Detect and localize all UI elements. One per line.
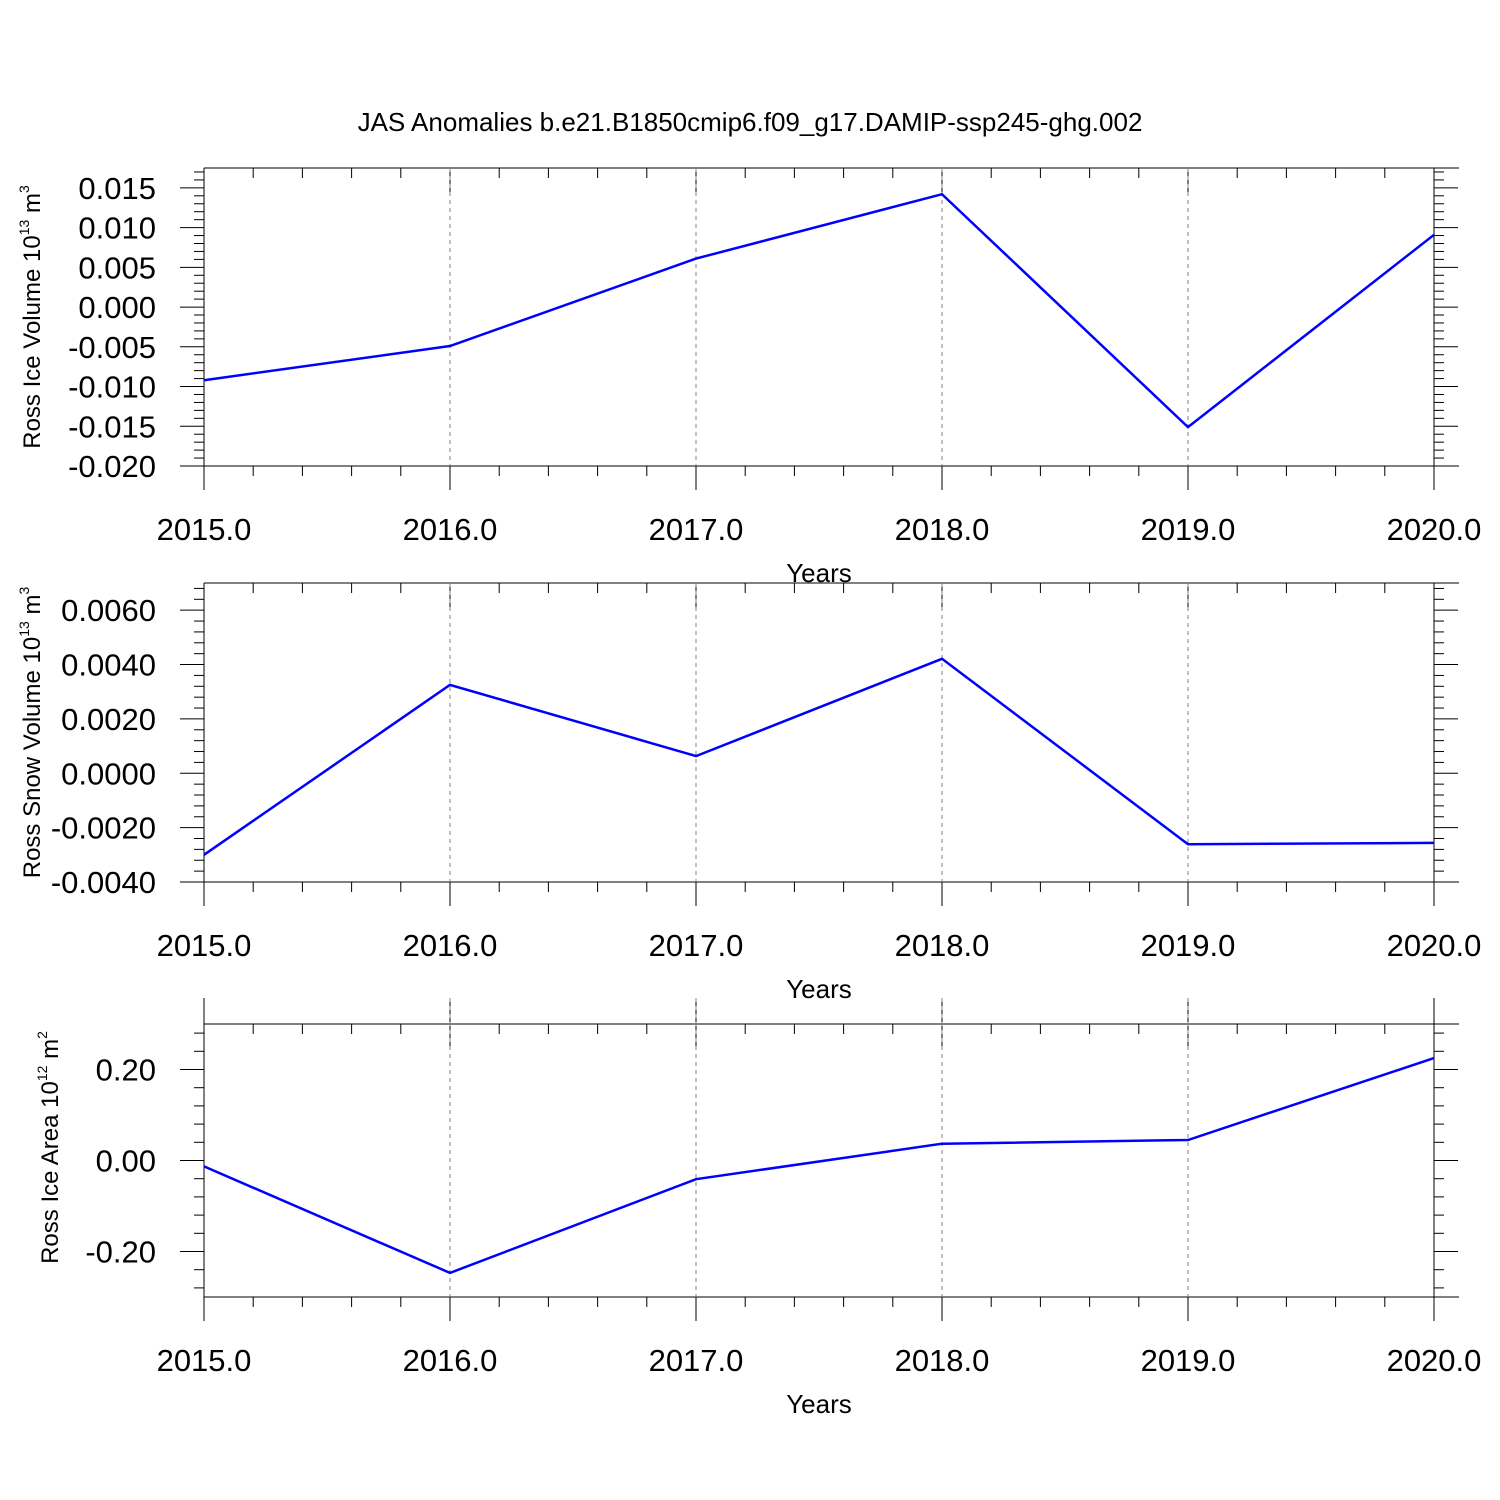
x-tick-label: 2016.0	[403, 1343, 498, 1378]
y-axis-label-unit: m	[19, 595, 46, 622]
y-axis-label-unit-exponent: 3	[16, 587, 32, 595]
y-tick-label: 0.000	[78, 290, 156, 325]
panel-1: 2015.0 2016.0 2017.0 2018.0 2019.0 2020.0 0.01…	[16, 167, 1482, 588]
y-axis-label-unit: m	[19, 193, 46, 220]
y-axis-label-text: Ross Ice Volume 10	[19, 235, 46, 448]
y-axis-label-unit: m	[37, 1039, 64, 1066]
y-tick-label: 0.0020	[61, 702, 156, 737]
x-tick-label: 2019.0	[1141, 512, 1236, 547]
y-axis-label: Ross Snow Volume 1013 m3	[16, 587, 46, 879]
x-tick-label: 2017.0	[649, 512, 744, 547]
x-tick-label: 2019.0	[1141, 928, 1236, 963]
series-line	[203, 1056, 1435, 1275]
x-tick-label: 2018.0	[895, 928, 990, 963]
x-tick-label: 2018.0	[895, 1343, 990, 1378]
series-line	[203, 657, 1435, 856]
y-tick-label: 0.00	[96, 1144, 156, 1179]
x-axis-label: Years	[786, 1389, 852, 1419]
x-tick-label: 2017.0	[649, 1343, 744, 1378]
y-tick-label: 0.015	[78, 171, 156, 206]
y-axis-label-text: Ross Ice Area 10	[37, 1081, 64, 1264]
y-tick-label: -0.010	[68, 370, 156, 405]
y-tick-label: -0.005	[68, 330, 156, 365]
x-tick-label: 2016.0	[403, 512, 498, 547]
panel-2: 2015.0 2016.0 2017.0 2018.0 2019.0 2020.0 0.00…	[16, 582, 1482, 1004]
y-axis-label: Ross Ice Volume 1013 m3	[16, 185, 46, 449]
y-tick-label: 0.0040	[61, 648, 156, 683]
chart-title: JAS Anomalies b.e21.B1850cmip6.f09_g17.D…	[358, 107, 1143, 137]
y-tick-label: 0.0000	[61, 756, 156, 791]
x-tick-label: 2020.0	[1387, 512, 1482, 547]
y-axis-label-exponent: 13	[16, 220, 32, 236]
x-tick-label: 2019.0	[1141, 1343, 1236, 1378]
y-tick-label: -0.015	[68, 409, 156, 444]
x-tick-label: 2017.0	[649, 928, 744, 963]
y-axis-label-exponent: 12	[34, 1065, 50, 1081]
panel-3: 2015.0 2016.0 2017.0 2018.0 2019.0 2020.0 0.20…	[34, 998, 1481, 1419]
y-tick-label: 0.20	[96, 1053, 156, 1088]
x-tick-label: 2020.0	[1387, 928, 1482, 963]
y-tick-label: -0.020	[68, 449, 156, 484]
x-tick-label: 2015.0	[157, 928, 252, 963]
x-tick-label: 2015.0	[157, 512, 252, 547]
y-tick-label: -0.20	[85, 1235, 156, 1270]
y-tick-label: -0.0020	[51, 811, 156, 846]
y-tick-label: -0.0040	[51, 865, 156, 900]
series-line	[203, 192, 1435, 429]
x-tick-label: 2018.0	[895, 512, 990, 547]
x-tick-label: 2015.0	[157, 1343, 252, 1378]
y-axis-label-unit-exponent: 3	[16, 185, 32, 193]
y-axis-label-exponent: 13	[16, 621, 32, 637]
x-tick-label: 2020.0	[1387, 1343, 1482, 1378]
y-axis-label: Ross Ice Area 1012 m2	[34, 1031, 64, 1264]
x-axis-label: Years	[786, 974, 852, 1004]
y-axis-label-unit-exponent: 2	[34, 1031, 50, 1039]
y-tick-label: 0.010	[78, 211, 156, 246]
y-axis-label-text: Ross Snow Volume 10	[19, 637, 46, 878]
y-tick-label: 0.0060	[61, 593, 156, 628]
x-tick-label: 2016.0	[403, 928, 498, 963]
y-tick-label: 0.005	[78, 250, 156, 285]
